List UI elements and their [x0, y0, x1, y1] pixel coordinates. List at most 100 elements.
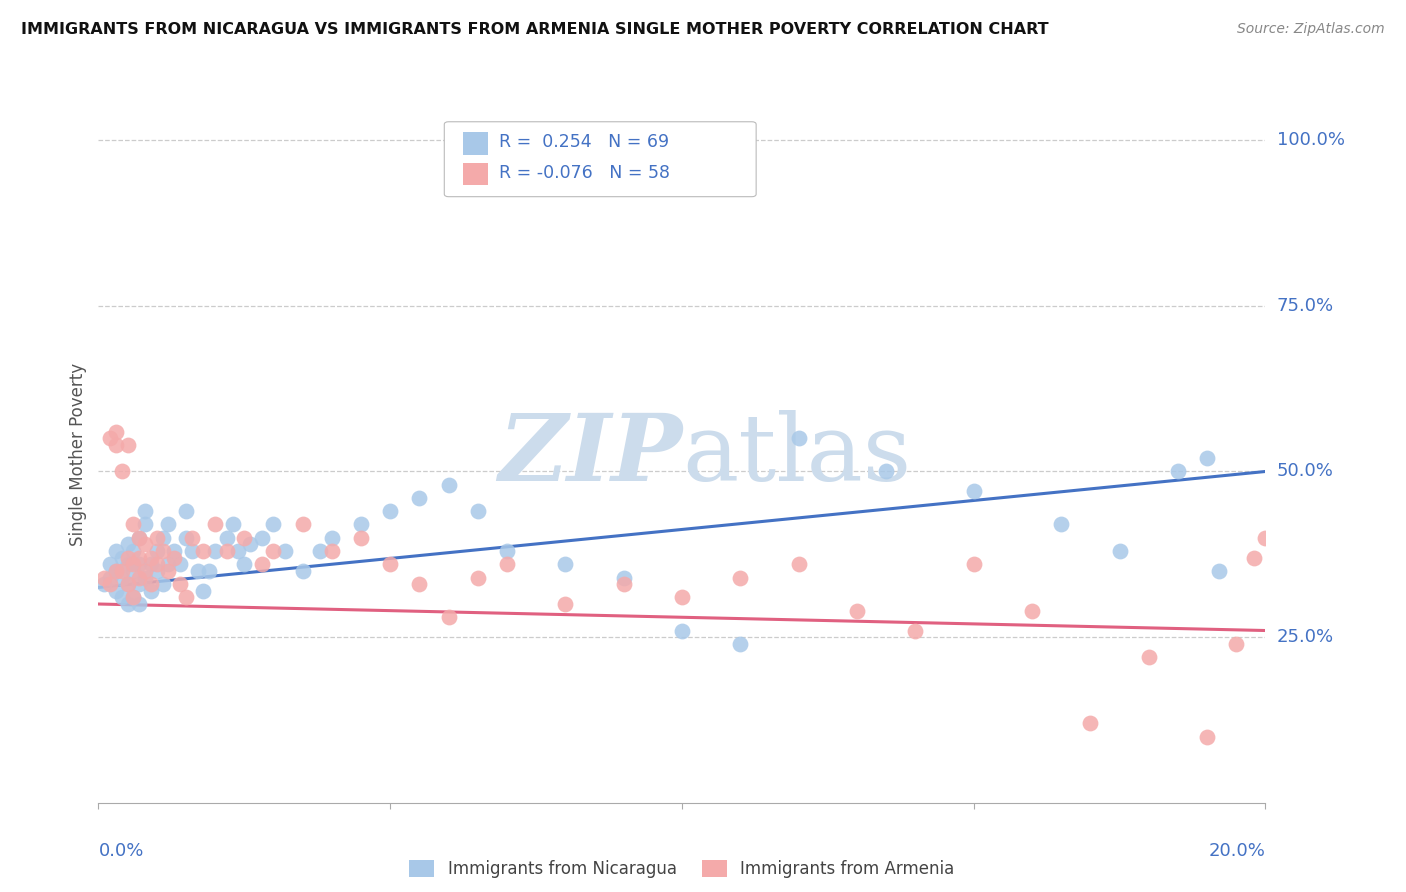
Point	[467, 504, 489, 518]
Point	[787, 431, 810, 445]
Text: Source: ZipAtlas.com: Source: ZipAtlas.com	[1237, 22, 1385, 37]
Point	[104, 583, 127, 598]
Point	[467, 570, 489, 584]
Point	[1243, 550, 1265, 565]
Point	[437, 477, 460, 491]
Point	[378, 558, 402, 572]
Point	[146, 544, 169, 558]
Point	[215, 544, 238, 558]
Point	[128, 550, 150, 565]
Point	[128, 577, 150, 591]
Point	[274, 544, 297, 558]
Point	[93, 577, 115, 591]
Text: IMMIGRANTS FROM NICARAGUA VS IMMIGRANTS FROM ARMENIA SINGLE MOTHER POVERTY CORRE: IMMIGRANTS FROM NICARAGUA VS IMMIGRANTS …	[21, 22, 1049, 37]
Point	[157, 558, 180, 572]
Point	[262, 544, 284, 558]
Point	[554, 558, 576, 572]
Point	[174, 591, 197, 605]
Point	[134, 504, 156, 518]
Point	[169, 577, 191, 591]
Point	[134, 564, 156, 578]
Point	[128, 570, 150, 584]
Point	[1167, 465, 1189, 479]
Point	[321, 531, 343, 545]
Point	[104, 438, 127, 452]
Point	[122, 591, 145, 605]
Point	[122, 564, 145, 578]
Point	[495, 544, 517, 558]
Point	[1195, 730, 1218, 744]
Point	[1195, 451, 1218, 466]
Point	[104, 544, 127, 558]
Point	[134, 570, 156, 584]
Point	[98, 570, 121, 584]
Point	[128, 531, 150, 545]
Point	[117, 438, 139, 452]
Point	[139, 558, 162, 572]
Text: R =  0.254   N = 69: R = 0.254 N = 69	[499, 133, 669, 151]
Point	[250, 558, 273, 572]
Point	[233, 531, 256, 545]
Point	[117, 550, 139, 565]
Point	[128, 597, 150, 611]
Point	[163, 550, 186, 565]
Point	[215, 531, 238, 545]
Point	[139, 550, 162, 565]
Point	[157, 564, 180, 578]
Point	[728, 570, 751, 584]
Point	[98, 558, 121, 572]
Point	[1137, 650, 1160, 665]
Point	[93, 570, 115, 584]
Point	[204, 544, 226, 558]
Point	[117, 577, 139, 591]
Point	[98, 577, 121, 591]
Point	[350, 517, 373, 532]
Point	[128, 558, 150, 572]
Point	[152, 577, 174, 591]
Point	[408, 577, 430, 591]
Point	[117, 537, 139, 551]
Point	[134, 537, 156, 551]
Point	[104, 425, 127, 439]
Point	[845, 604, 868, 618]
Point	[612, 577, 634, 591]
Point	[309, 544, 332, 558]
Text: 50.0%: 50.0%	[1277, 462, 1333, 481]
Point	[1254, 531, 1277, 545]
Point	[671, 624, 693, 638]
Point	[122, 591, 145, 605]
Point	[111, 465, 134, 479]
Point	[157, 517, 180, 532]
Point	[122, 544, 145, 558]
Point	[378, 504, 402, 518]
Point	[291, 517, 314, 532]
Text: atlas: atlas	[682, 410, 911, 500]
Point	[111, 591, 134, 605]
Point	[117, 577, 139, 591]
Point	[180, 544, 202, 558]
Point	[146, 531, 169, 545]
Point	[187, 564, 209, 578]
Point	[787, 558, 810, 572]
Point	[228, 544, 250, 558]
Point	[671, 591, 693, 605]
Point	[104, 564, 127, 578]
Point	[146, 558, 169, 572]
Point	[1080, 716, 1102, 731]
Point	[1050, 517, 1073, 532]
Point	[728, 637, 751, 651]
Text: 100.0%: 100.0%	[1277, 131, 1344, 149]
Point	[139, 583, 162, 598]
Point	[239, 537, 262, 551]
Point	[291, 564, 314, 578]
Point	[193, 583, 215, 598]
Point	[612, 570, 634, 584]
Point	[122, 558, 145, 572]
Point	[554, 597, 576, 611]
Point	[152, 531, 174, 545]
Point	[198, 564, 221, 578]
Point	[962, 558, 984, 572]
Point	[134, 517, 156, 532]
Point	[408, 491, 430, 505]
Point	[111, 570, 134, 584]
